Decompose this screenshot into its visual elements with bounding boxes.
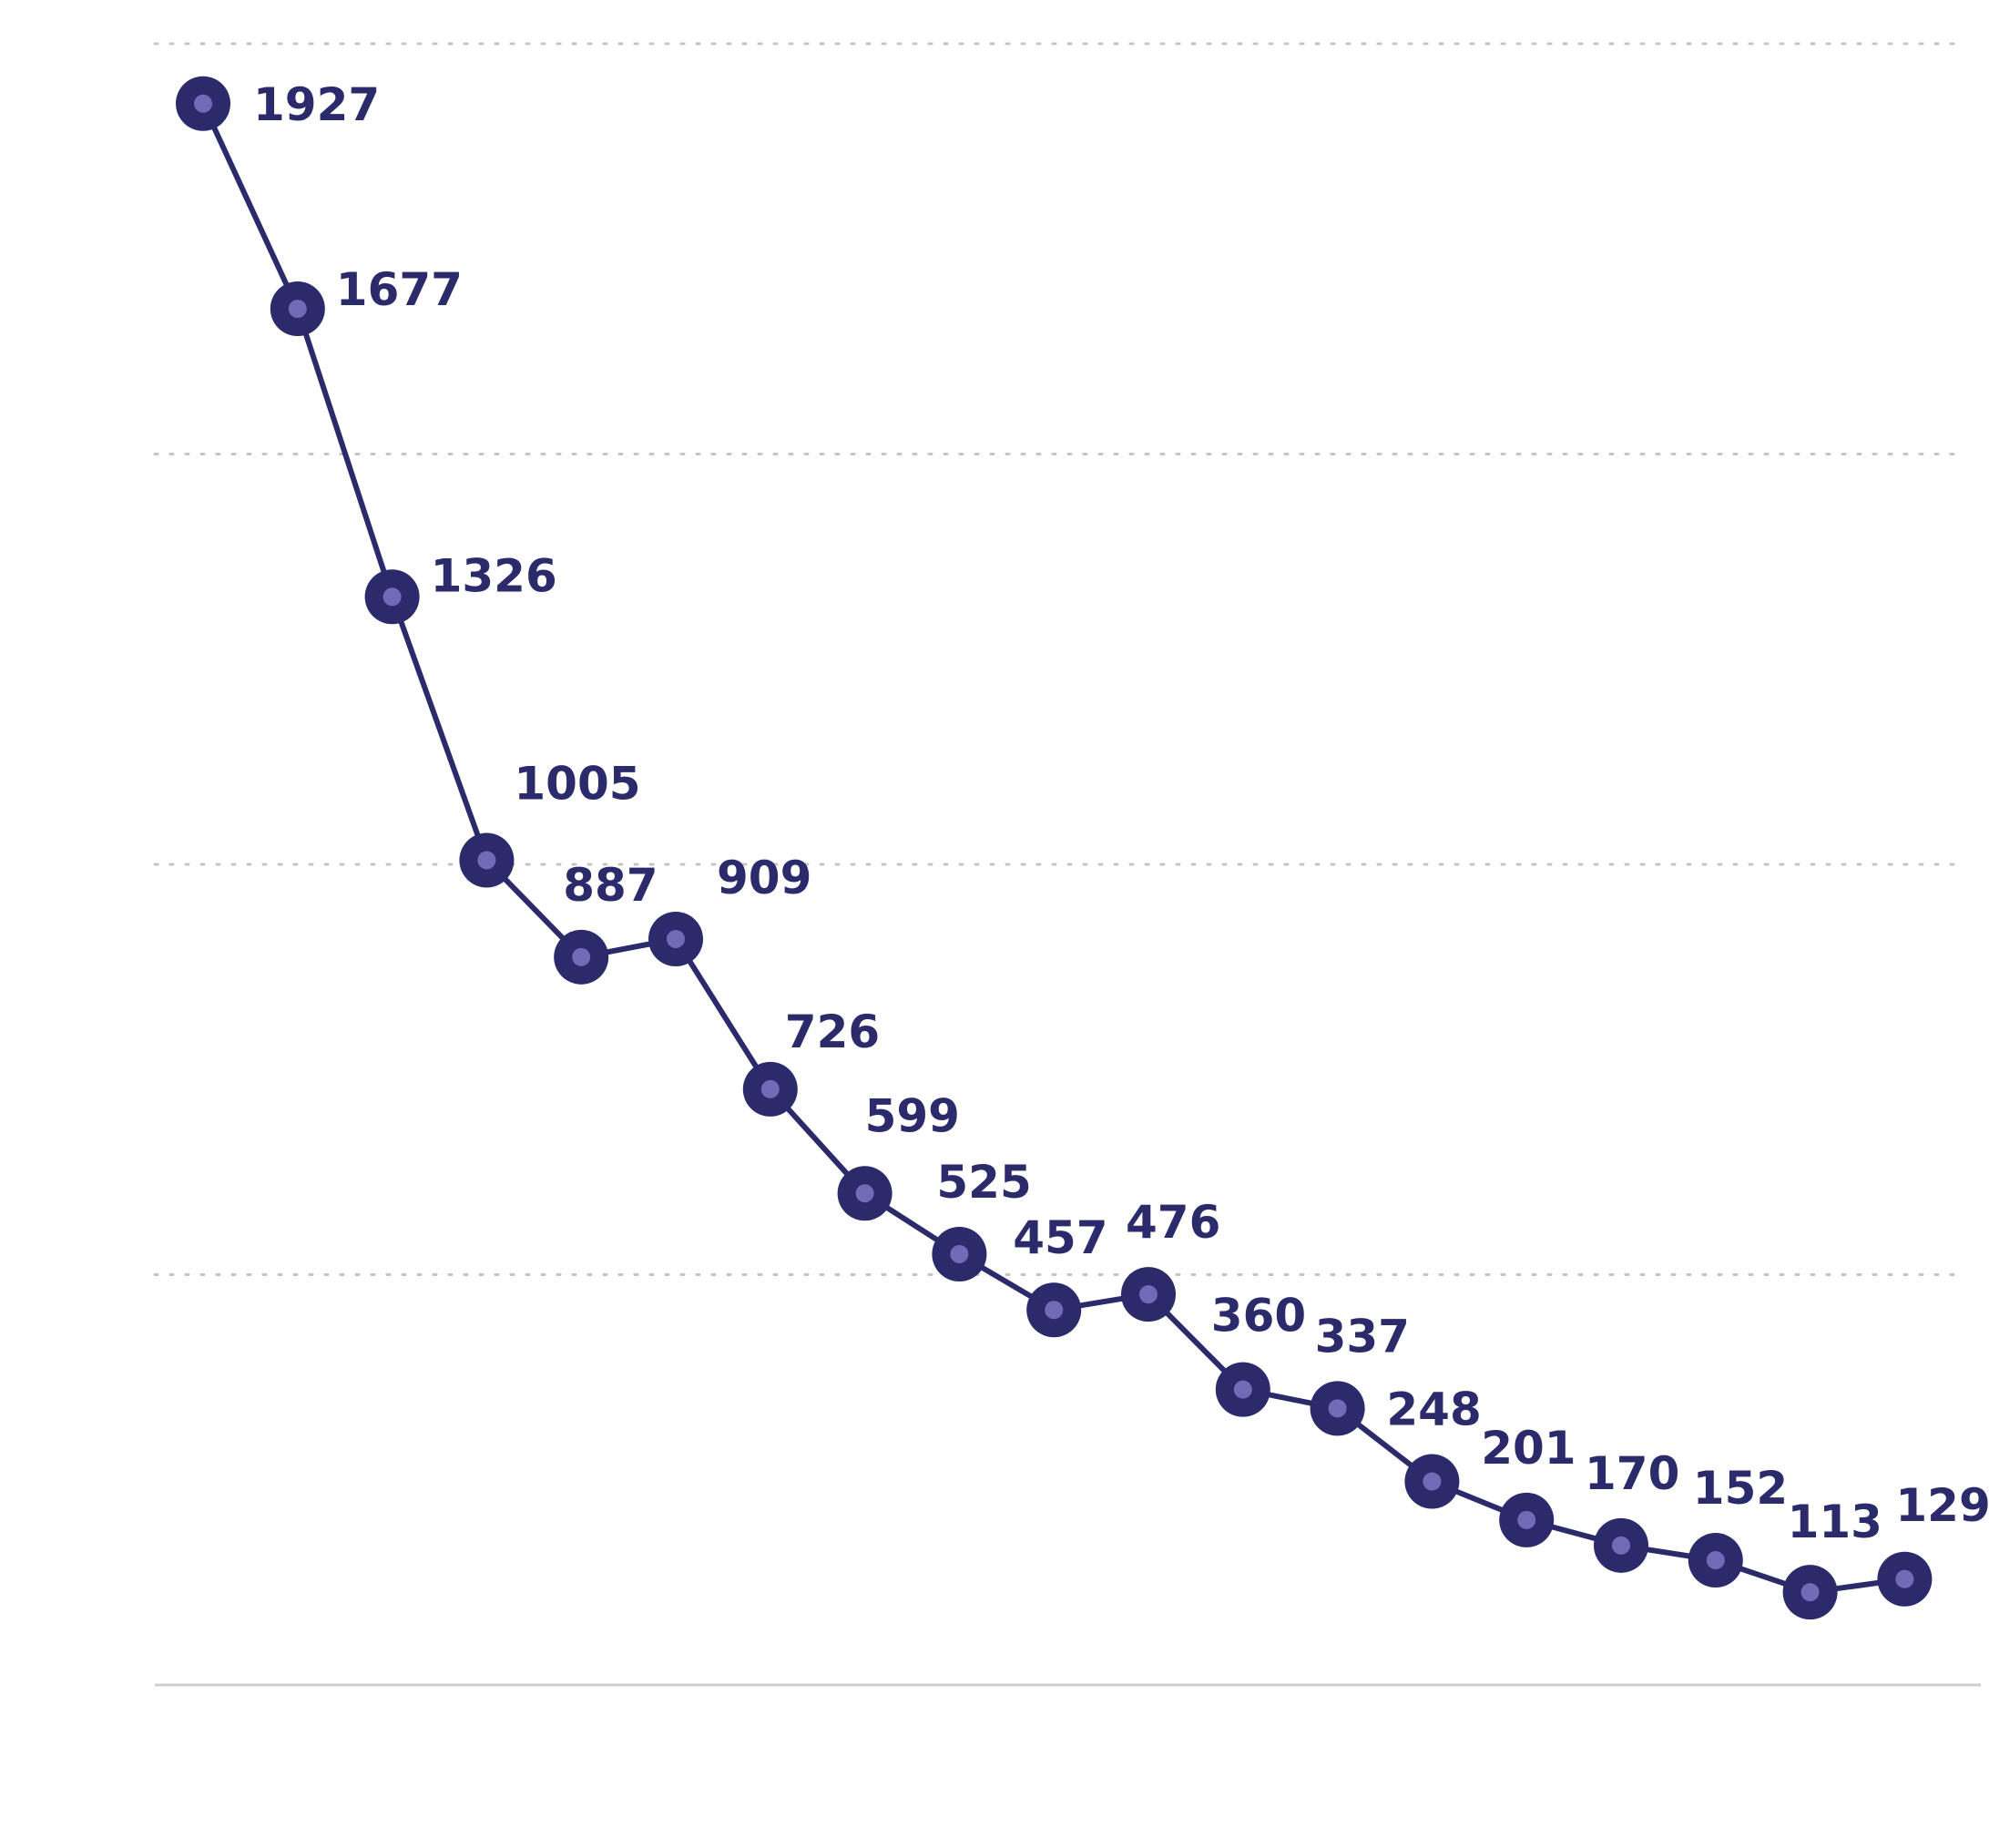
- data-point-17: [1688, 1533, 1743, 1588]
- data-point-inner: [1517, 1510, 1536, 1529]
- data-point-11: [1121, 1267, 1176, 1322]
- data-point-12: [1215, 1362, 1270, 1417]
- gridlines: [153, 42, 1964, 1276]
- data-point-2: [270, 281, 325, 337]
- data-label-15: 201: [1481, 1422, 1576, 1475]
- data-label-10: 457: [1013, 1211, 1107, 1264]
- data-point-8: [837, 1166, 892, 1221]
- data-point-14: [1404, 1454, 1460, 1509]
- data-point-7: [742, 1061, 798, 1117]
- data-point-6: [648, 911, 703, 966]
- data-point-18: [1782, 1565, 1838, 1620]
- data-point-10: [1026, 1282, 1082, 1338]
- data-point-9: [932, 1226, 987, 1281]
- data-label-12: 360: [1211, 1290, 1306, 1343]
- data-label-9: 525: [936, 1156, 1031, 1209]
- data-point-inner: [1139, 1285, 1158, 1304]
- data-points: [176, 76, 1933, 1620]
- data-label-13: 337: [1315, 1310, 1410, 1363]
- data-point-5: [554, 929, 609, 985]
- data-point-3: [364, 569, 420, 625]
- data-label-14: 248: [1386, 1383, 1481, 1436]
- data-point-inner: [1706, 1551, 1725, 1570]
- data-point-inner: [950, 1244, 969, 1263]
- data-point-inner: [1328, 1399, 1347, 1418]
- data-point-4: [459, 832, 515, 888]
- data-point-inner: [1612, 1536, 1630, 1555]
- data-label-5: 887: [563, 859, 658, 912]
- data-point-inner: [477, 851, 496, 870]
- data-point-inner: [1233, 1380, 1252, 1399]
- data-point-inner: [855, 1184, 874, 1203]
- data-label-16: 170: [1585, 1447, 1679, 1500]
- data-point-inner: [760, 1079, 780, 1098]
- data-label-1: 1927: [253, 78, 380, 131]
- data-point-inner: [382, 587, 402, 607]
- data-label-6: 909: [717, 852, 811, 904]
- data-point-inner: [1800, 1583, 1820, 1602]
- data-point-inner: [1045, 1301, 1064, 1320]
- data-point-16: [1594, 1517, 1648, 1573]
- data-label-2: 1677: [336, 263, 463, 316]
- data-point-inner: [1895, 1569, 1914, 1588]
- data-label-11: 476: [1126, 1196, 1220, 1249]
- data-label-17: 152: [1693, 1462, 1788, 1515]
- data-label-4: 1005: [514, 757, 640, 810]
- data-label-19: 129: [1895, 1479, 1989, 1532]
- data-point-13: [1310, 1381, 1365, 1436]
- data-label-8: 599: [865, 1089, 960, 1142]
- data-point-15: [1499, 1492, 1555, 1547]
- data-point-inner: [1423, 1472, 1442, 1491]
- data-label-7: 726: [785, 1006, 880, 1058]
- data-point-19: [1877, 1551, 1933, 1607]
- data-label-3: 1326: [431, 549, 557, 602]
- data-label-18: 113: [1788, 1496, 1882, 1548]
- data-point-inner: [194, 94, 212, 113]
- data-point-1: [176, 76, 230, 131]
- data-point-inner: [667, 929, 685, 948]
- data-point-inner: [288, 300, 307, 319]
- series-line: [200, 102, 1905, 1596]
- data-point-inner: [572, 947, 591, 966]
